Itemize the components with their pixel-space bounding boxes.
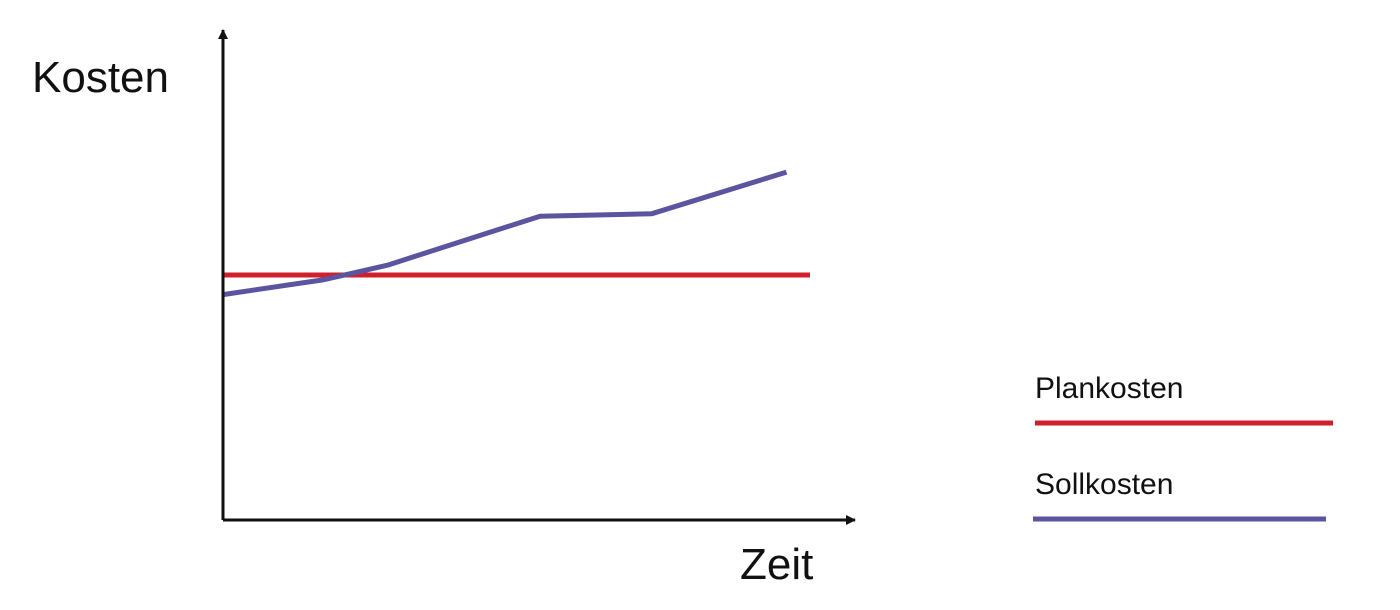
- series-layer: [222, 169, 810, 298]
- legend-label-plankosten: Plankosten: [1035, 372, 1183, 405]
- legend: Plankosten Sollkosten: [1033, 372, 1333, 522]
- y-axis-label: Kosten: [32, 53, 169, 102]
- x-axis-label: Zeit: [740, 540, 813, 589]
- series-line-sollkosten: [222, 169, 788, 298]
- legend-label-sollkosten: Sollkosten: [1035, 468, 1173, 501]
